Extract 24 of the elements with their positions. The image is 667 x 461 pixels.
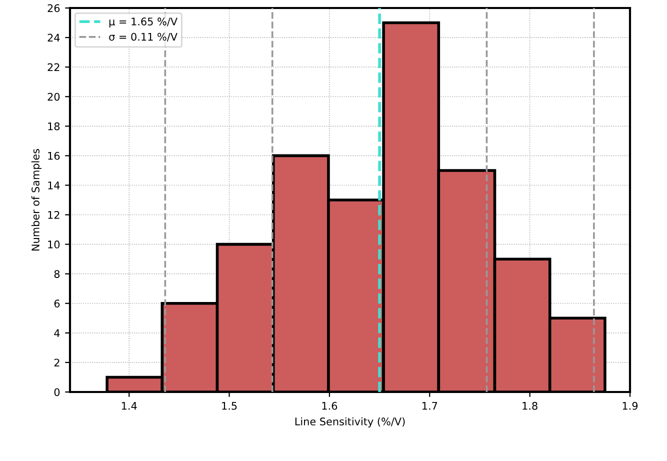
y-tick-label: 22: [48, 63, 60, 72]
y-tick-label: 10: [48, 240, 60, 248]
x-tick-label: 1.9: [622, 402, 638, 410]
x-tick-label: 1.7: [422, 402, 438, 410]
y-tick-label: 4: [54, 329, 60, 337]
y-axis-title: Number of Samples: [31, 149, 42, 250]
y-tick-label: 14: [48, 182, 60, 190]
y-tick-label: 8: [54, 270, 60, 278]
x-tick-label: 1.8: [522, 402, 538, 410]
y-tick-label: 12: [48, 210, 60, 219]
y-tick-label: 2: [54, 358, 60, 366]
x-tick-label: 1.6: [322, 402, 338, 410]
y-tick-label: 16: [48, 152, 60, 160]
y-tick-label: 26: [48, 4, 60, 12]
y-tick-label: 20: [48, 92, 60, 101]
x-axis-title: Line Sensitivity (%/V): [295, 417, 405, 428]
x-tick-label: 1.4: [122, 402, 137, 410]
y-tick-label: 0: [54, 388, 60, 396]
annotation: μ = 1.65 %/V: [109, 18, 178, 28]
y-tick-label: 6: [54, 300, 60, 308]
annotation: σ = 0.11 %/V: [109, 32, 178, 42]
x-tick-label: 1.5: [222, 402, 237, 410]
y-tick-label: 24: [48, 34, 60, 42]
y-tick-label: 18: [48, 122, 60, 130]
